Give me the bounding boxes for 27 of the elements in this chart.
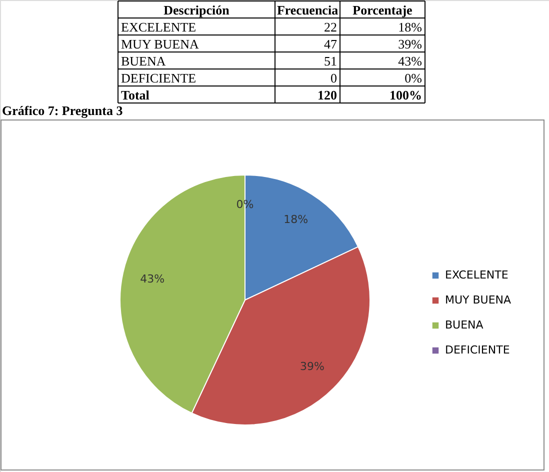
text: 47 bbox=[324, 36, 338, 52]
text: 100% bbox=[390, 88, 422, 102]
text: Porcentaje bbox=[352, 2, 413, 18]
legend-label: EXCELENTE bbox=[445, 268, 508, 282]
text: 22 bbox=[324, 20, 337, 34]
chart-title: Gráfico 7: Pregunta 3 bbox=[2, 103, 124, 118]
text: 39% bbox=[398, 36, 422, 52]
legend-label: DEFICIENTE bbox=[445, 344, 510, 356]
text: 0 bbox=[330, 70, 337, 86]
data-label: 43% bbox=[140, 272, 165, 286]
text: 0% bbox=[404, 70, 422, 86]
category-label: MUY BUENA bbox=[121, 36, 199, 52]
legend-label: MUY BUENA bbox=[445, 294, 512, 306]
text: 0% bbox=[236, 198, 254, 211]
text: 51 bbox=[324, 54, 337, 68]
text: Total bbox=[121, 88, 150, 102]
legend-label: BUENA bbox=[445, 318, 484, 332]
text: 18% bbox=[398, 20, 422, 34]
text: 43% bbox=[398, 54, 422, 68]
category-label: DEFICIENTE bbox=[121, 70, 196, 86]
text: Descripción bbox=[164, 2, 230, 18]
text: Frecuencia bbox=[276, 2, 339, 18]
category-label: EXCELENTE bbox=[121, 20, 196, 34]
data-label: 18% bbox=[284, 212, 308, 226]
data-label: 39% bbox=[300, 360, 324, 374]
text: 120 bbox=[318, 88, 337, 102]
category-label: BUENA bbox=[121, 54, 166, 68]
